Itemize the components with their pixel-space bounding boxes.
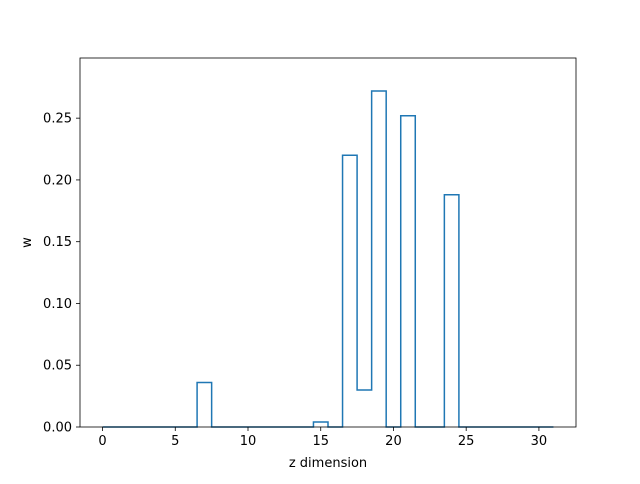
y-tick-label: 0.10	[43, 297, 72, 312]
y-tick-label: 0.00	[43, 421, 72, 436]
series-line-0	[102, 90, 554, 428]
y-tick-label: 0.20	[43, 173, 72, 188]
x-tick-label: 25	[458, 434, 475, 449]
y-tick-label: 0.25	[43, 112, 72, 127]
axes-layer: 0 5 10 15 20 25 30 0.00 0.05 0.10 0.15 0.20 0.25	[43, 57, 577, 449]
y-tick-label: 0.05	[43, 359, 72, 374]
x-axis-label: z dimension	[289, 456, 367, 471]
x-tick-label: 10	[240, 434, 257, 449]
y-tick-label: 0.15	[43, 235, 72, 250]
x-tick-label: 20	[385, 434, 402, 449]
x-tick-label: 5	[171, 434, 179, 449]
axes-frame	[79, 57, 577, 428]
x-tick-label: 15	[312, 434, 329, 449]
x-tick-label: 0	[98, 434, 106, 449]
plot-layer	[102, 90, 554, 428]
y-axis-label: w	[20, 237, 35, 248]
x-tick-label: 30	[531, 434, 548, 449]
